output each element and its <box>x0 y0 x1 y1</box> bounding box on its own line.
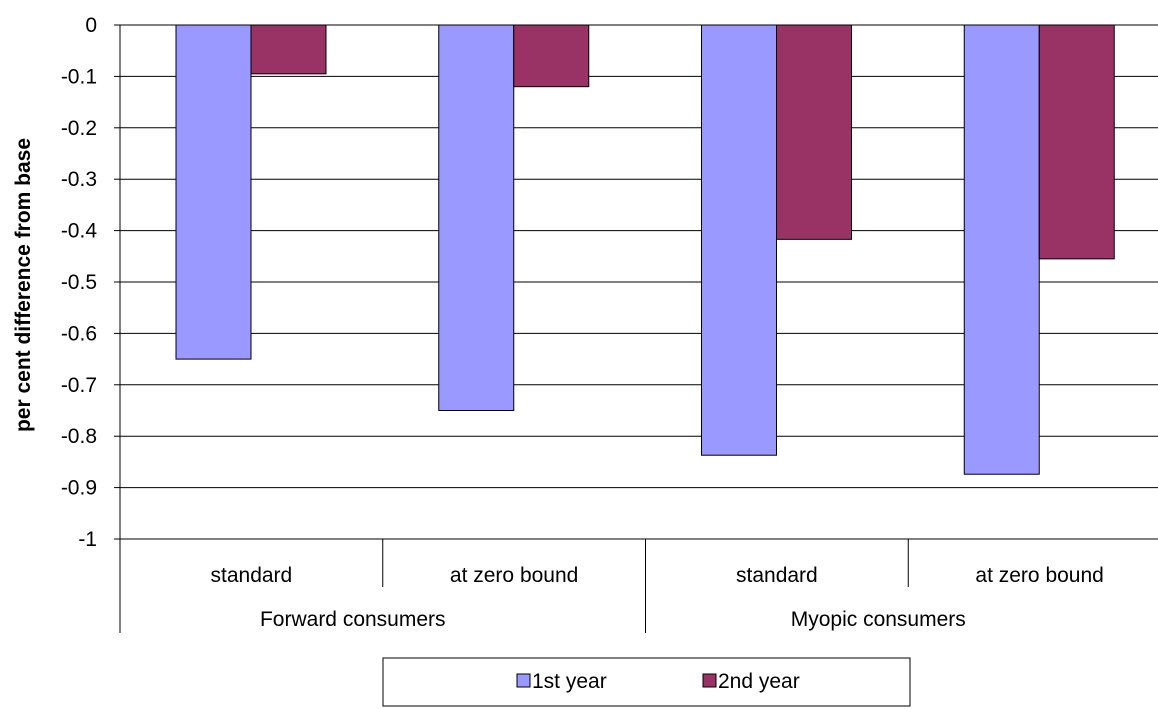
y-axis-label: per cent difference from base <box>12 138 35 432</box>
legend: 1st year 2nd year <box>382 657 911 707</box>
y-tick-label: -0.3 <box>61 168 97 191</box>
y-tick-label: -0.6 <box>61 322 97 345</box>
y-tick-label: -0.8 <box>61 425 97 448</box>
legend-swatch-1st-year <box>516 673 531 688</box>
bar-second-year <box>513 24 590 88</box>
legend-label-2nd-year: 2nd year <box>718 670 800 693</box>
category-label: at zero bound <box>975 564 1103 587</box>
bar-second-year <box>1038 24 1115 260</box>
y-tick-label: -0.2 <box>61 117 97 140</box>
axes <box>119 25 909 633</box>
bar-first-year <box>701 24 777 456</box>
category-label: standard <box>211 564 293 587</box>
group-label: Forward consumers <box>260 608 446 631</box>
y-tick-label: 0 <box>85 14 97 37</box>
bar-first-year <box>963 24 1040 475</box>
category-labels: standard at zero bound standard at zero bou… <box>211 564 1104 631</box>
category-label: standard <box>736 564 818 587</box>
bar-first-year <box>175 24 252 360</box>
y-tick-label: -0.7 <box>61 374 97 397</box>
bar-second-year <box>776 24 852 240</box>
y-tick-label: -1 <box>78 528 97 551</box>
y-tick-label: -0.9 <box>61 477 97 500</box>
y-tick-label: -0.5 <box>61 271 97 294</box>
y-tick-label: -0.4 <box>61 220 98 243</box>
y-tick-labels: 0 -0.1 -0.2 -0.3 -0.4 -0.5 -0.6 -0.7 -0.8 -0.9 -1 <box>61 14 98 551</box>
legend-box <box>382 657 911 707</box>
bars <box>175 24 1115 475</box>
y-tick-label: -0.1 <box>61 65 97 88</box>
bar-first-year <box>438 24 515 411</box>
legend-label-1st-year: 1st year <box>532 670 607 693</box>
legend-swatch-2nd-year <box>702 673 717 688</box>
group-label: Myopic consumers <box>791 608 966 631</box>
category-label: at zero bound <box>450 564 578 587</box>
bar-second-year <box>250 24 327 75</box>
